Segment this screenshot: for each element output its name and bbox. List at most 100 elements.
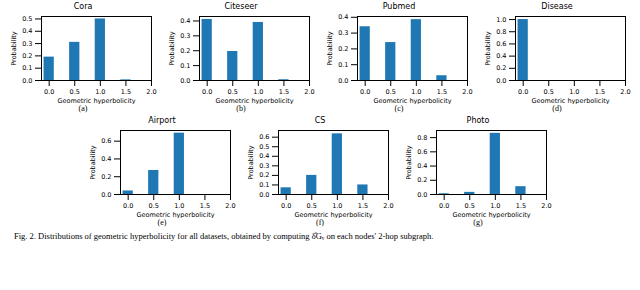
svg-text:1.5: 1.5 bbox=[279, 88, 289, 96]
svg-text:1.0: 1.0 bbox=[569, 88, 579, 96]
svg-text:0.3: 0.3 bbox=[338, 29, 348, 37]
svg-text:Geometric hyperbolicity: Geometric hyperbolicity bbox=[215, 97, 293, 105]
svg-text:0.2: 0.2 bbox=[22, 52, 32, 60]
svg-text:0.2: 0.2 bbox=[496, 64, 506, 72]
svg-text:2.0: 2.0 bbox=[462, 88, 472, 96]
svg-text:1.0: 1.0 bbox=[174, 202, 184, 210]
svg-text:0.5: 0.5 bbox=[149, 202, 159, 210]
svg-text:0.8: 0.8 bbox=[496, 28, 506, 36]
svg-text:0.2: 0.2 bbox=[180, 47, 190, 55]
svg-text:1.0: 1.0 bbox=[490, 202, 500, 210]
svg-text:0.4: 0.4 bbox=[22, 27, 32, 35]
svg-text:0.5: 0.5 bbox=[22, 15, 32, 23]
svg-text:0.5: 0.5 bbox=[465, 202, 475, 210]
html-text:(c): (c) bbox=[394, 104, 404, 113]
svg-text:0.2: 0.2 bbox=[338, 45, 348, 53]
html-text:Pubmed: Pubmed bbox=[382, 2, 416, 11]
svg-text:0.4: 0.4 bbox=[180, 17, 190, 25]
svg-text:0.0: 0.0 bbox=[281, 202, 291, 210]
svg-text:0.5: 0.5 bbox=[259, 143, 269, 151]
svg-text:0.2: 0.2 bbox=[101, 173, 111, 181]
svg-text:2.0: 2.0 bbox=[620, 88, 630, 96]
svg-text:0.3: 0.3 bbox=[22, 40, 32, 48]
svg-text:0.0: 0.0 bbox=[360, 88, 370, 96]
svg-text:0.2: 0.2 bbox=[417, 176, 427, 184]
html-text:(b): (b) bbox=[236, 104, 246, 113]
html-text:Airport: Airport bbox=[148, 116, 176, 125]
svg-text:Geometric hyperbolicity: Geometric hyperbolicity bbox=[373, 97, 451, 105]
html-text:Disease: Disease bbox=[541, 2, 573, 11]
svg-text:0.1: 0.1 bbox=[22, 64, 32, 72]
svg-text:2.0: 2.0 bbox=[541, 202, 551, 210]
svg-text:Probability: Probability bbox=[89, 145, 97, 180]
svg-text:1.5: 1.5 bbox=[358, 202, 368, 210]
svg-text:Probability: Probability bbox=[484, 31, 492, 66]
svg-text:0.0: 0.0 bbox=[518, 88, 528, 96]
svg-text:0.5: 0.5 bbox=[544, 88, 554, 96]
svg-text:Geometric hyperbolicity: Geometric hyperbolicity bbox=[531, 97, 609, 105]
svg-text:0.0: 0.0 bbox=[417, 191, 427, 199]
svg-text:0.6: 0.6 bbox=[496, 40, 506, 48]
svg-text:0.0: 0.0 bbox=[180, 77, 190, 85]
svg-text:2.0: 2.0 bbox=[383, 202, 393, 210]
svg-text:1.0: 1.0 bbox=[496, 16, 506, 24]
svg-text:0.8: 0.8 bbox=[417, 134, 427, 142]
svg-text:0.5: 0.5 bbox=[70, 88, 80, 96]
svg-text:0.4: 0.4 bbox=[496, 52, 506, 60]
svg-text:Probability: Probability bbox=[405, 145, 413, 180]
svg-text:0.0: 0.0 bbox=[202, 88, 212, 96]
svg-text:0.1: 0.1 bbox=[338, 61, 348, 69]
svg-text:1.5: 1.5 bbox=[595, 88, 605, 96]
svg-text:0.4: 0.4 bbox=[259, 152, 269, 160]
svg-text:2.0: 2.0 bbox=[304, 88, 314, 96]
svg-text:0.5: 0.5 bbox=[307, 202, 317, 210]
svg-text:0.0: 0.0 bbox=[123, 202, 133, 210]
svg-text:0.4: 0.4 bbox=[417, 162, 427, 170]
svg-text:0.0: 0.0 bbox=[496, 77, 506, 85]
html-text:CS: CS bbox=[314, 116, 326, 125]
svg-text:1.5: 1.5 bbox=[516, 202, 526, 210]
svg-text:0.3: 0.3 bbox=[259, 162, 269, 170]
svg-text:0.0: 0.0 bbox=[439, 202, 449, 210]
html-text:Fig. 2. Distributions of geome: Fig. 2. Distributions of geometric hyper… bbox=[14, 231, 434, 241]
svg-text:1.5: 1.5 bbox=[121, 88, 131, 96]
svg-text:Geometric hyperbolicity: Geometric hyperbolicity bbox=[452, 211, 530, 219]
svg-text:0.0: 0.0 bbox=[259, 191, 269, 199]
svg-text:Geometric hyperbolicity: Geometric hyperbolicity bbox=[57, 97, 135, 105]
svg-text:2.0: 2.0 bbox=[225, 202, 235, 210]
svg-text:0.6: 0.6 bbox=[101, 137, 111, 145]
svg-text:0.3: 0.3 bbox=[180, 32, 190, 40]
svg-text:1.0: 1.0 bbox=[253, 88, 263, 96]
svg-text:1.5: 1.5 bbox=[200, 202, 210, 210]
svg-text:0.2: 0.2 bbox=[259, 171, 269, 179]
svg-text:1.0: 1.0 bbox=[411, 88, 421, 96]
svg-text:0.5: 0.5 bbox=[228, 88, 238, 96]
svg-text:0.0: 0.0 bbox=[22, 77, 32, 85]
svg-text:Probability: Probability bbox=[326, 31, 334, 66]
svg-text:0.5: 0.5 bbox=[386, 88, 396, 96]
html-text:Citeseer: Citeseer bbox=[224, 2, 258, 11]
svg-text:0.0: 0.0 bbox=[101, 191, 111, 199]
svg-text:0.6: 0.6 bbox=[259, 133, 269, 141]
svg-text:0.1: 0.1 bbox=[259, 181, 269, 189]
html-text:Cora: Cora bbox=[73, 2, 93, 11]
html-text:(e): (e) bbox=[157, 218, 167, 227]
svg-text:0.6: 0.6 bbox=[417, 148, 427, 156]
svg-text:Probability: Probability bbox=[10, 31, 18, 66]
svg-text:0.0: 0.0 bbox=[338, 77, 348, 85]
svg-text:1.0: 1.0 bbox=[332, 202, 342, 210]
svg-text:1.0: 1.0 bbox=[95, 88, 105, 96]
svg-text:Probability: Probability bbox=[168, 31, 176, 66]
html-text:(a): (a) bbox=[78, 104, 88, 113]
svg-text:Geometric hyperbolicity: Geometric hyperbolicity bbox=[294, 211, 372, 219]
html-text:Photo: Photo bbox=[466, 116, 490, 125]
svg-text:0.1: 0.1 bbox=[180, 62, 190, 70]
svg-text:0.0: 0.0 bbox=[44, 88, 54, 96]
svg-text:0.4: 0.4 bbox=[101, 155, 111, 163]
svg-text:Probability: Probability bbox=[247, 145, 255, 180]
html-text:(d): (d) bbox=[552, 104, 562, 113]
svg-text:0.4: 0.4 bbox=[338, 13, 348, 21]
svg-text:Geometric hyperbolicity: Geometric hyperbolicity bbox=[136, 211, 214, 219]
svg-text:2.0: 2.0 bbox=[146, 88, 156, 96]
svg-text:1.5: 1.5 bbox=[437, 88, 447, 96]
